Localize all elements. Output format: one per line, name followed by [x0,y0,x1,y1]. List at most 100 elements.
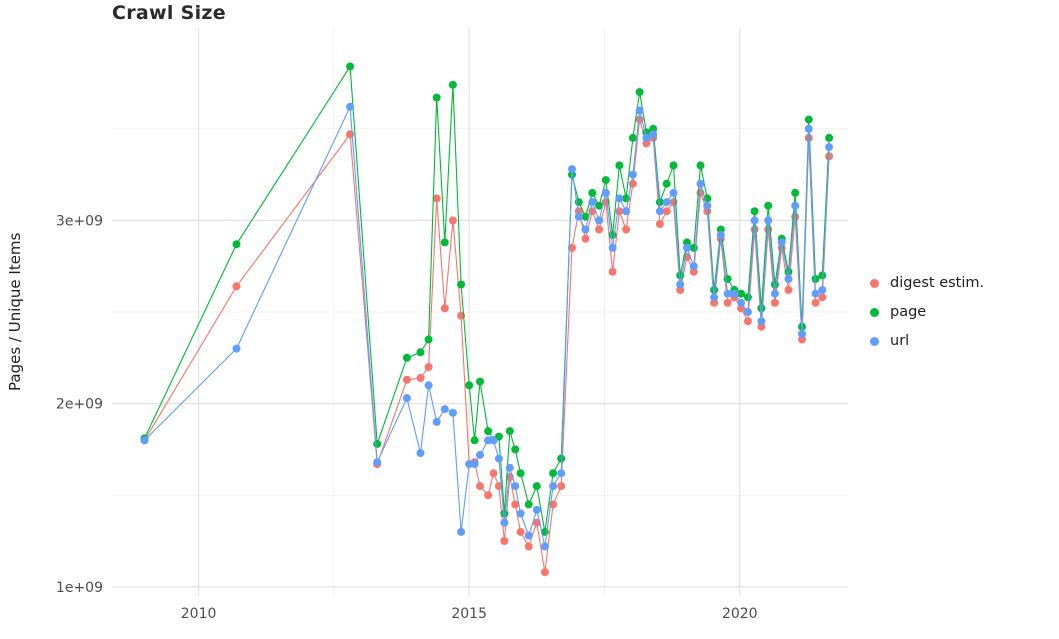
data-point-digest [500,537,509,545]
data-point-digest [540,568,549,577]
data-point-url [588,198,597,207]
data-point-digest [424,363,433,371]
data-point-page [750,207,759,216]
legend: digest estim. page url [870,28,984,596]
data-point-digest [489,469,498,478]
data-point-url [402,394,411,403]
data-point-page [601,176,610,185]
data-point-url [649,130,658,139]
data-point-url [710,293,719,302]
data-point-url [581,225,590,234]
data-point-url [662,198,671,207]
data-point-page [770,280,779,289]
data-point-page [476,377,484,386]
data-point-url [770,289,779,298]
chart-title: Crawl Size [112,2,226,24]
data-point-url [784,275,793,283]
data-point-page [424,335,433,344]
data-point-digest [516,527,525,536]
data-point-page [716,225,725,234]
data-point-digest [484,491,493,500]
data-point-url [676,280,685,289]
data-point-digest [710,298,719,307]
data-point-page [737,289,746,298]
data-point-page [615,161,624,170]
data-point-url [416,449,425,458]
data-point-digest [676,286,685,294]
data-point-url [494,454,503,463]
data-point-url [524,531,533,540]
data-point-page [532,482,541,491]
data-point-url [791,201,800,210]
data-point-digest [608,267,617,276]
data-point-page [457,280,466,289]
data-point-url [516,509,525,518]
data-point-digest [770,298,779,307]
data-point-page [669,161,678,170]
data-point-page [588,188,597,197]
data-point-page [635,88,644,97]
data-point-url [505,463,514,472]
data-point-url [373,458,382,467]
data-point-digest [757,322,766,331]
data-point-digest [743,317,752,326]
data-point-page [804,115,813,124]
data-point-digest [798,335,806,344]
data-point-url [595,216,604,225]
data-point-digest [416,374,425,382]
data-point-page [432,93,441,102]
data-point-digest [568,243,576,252]
data-point-url [424,381,433,390]
legend-point-icon [870,336,879,346]
data-point-page [516,469,525,478]
data-point-url [232,344,241,353]
data-point-url [825,143,834,152]
data-point-url [140,436,149,445]
data-point-url [730,289,739,298]
data-point-page [346,62,355,71]
data-point-page [581,212,590,221]
data-point-url [346,102,355,111]
data-point-url [642,133,651,142]
data-point-page [440,238,449,247]
data-point-digest [662,207,671,216]
data-point-page [511,445,520,454]
y-tick-label: 2e+09 [56,397,103,413]
data-point-page [628,133,637,142]
data-point-page [465,381,474,390]
data-point-url [737,298,746,307]
data-point-page [791,188,800,197]
data-point-url [764,216,773,225]
data-point-page [683,238,691,247]
data-point-url [683,243,691,252]
data-point-url [689,262,698,271]
data-point-digest [524,542,533,551]
data-point-digest [440,304,449,313]
legend-label: digest estim. [890,275,985,291]
data-point-url [574,212,583,221]
data-point-url [669,188,678,197]
data-point-url [716,231,725,239]
data-point-url [448,408,457,417]
data-point-url [457,527,466,536]
data-point-url [804,124,813,133]
data-point-url [615,194,624,203]
legend-label: page [890,304,927,320]
data-point-page [402,353,411,362]
data-point-page [743,293,752,302]
data-point-url [511,482,520,491]
data-point-page [524,500,533,509]
legend-item-digest: digest estim. [870,275,984,291]
y-tick-label: 3e+09 [56,213,103,229]
data-point-digest [784,286,793,294]
legend-point-icon [870,278,879,288]
data-point-url [696,179,705,188]
data-point-page [696,161,705,170]
data-point-page [764,201,773,210]
data-point-url [635,106,644,115]
data-point-page [655,198,664,207]
data-point-digest [432,194,441,203]
data-point-url [601,188,610,197]
legend-item-url: url [870,333,984,349]
